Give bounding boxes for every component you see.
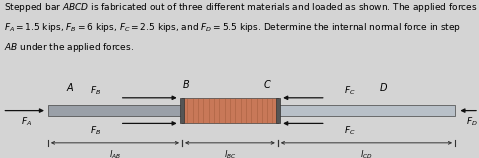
Text: $l_{CD}$: $l_{CD}$ — [360, 149, 373, 158]
Bar — [48, 105, 182, 116]
Text: $F_C$: $F_C$ — [344, 84, 355, 97]
Text: $F_B$: $F_B$ — [90, 124, 102, 137]
Text: A: A — [66, 83, 73, 93]
Text: $F_A = 1.5$ kips, $F_B = 6$ kips, $F_C = 2.5$ kips, and $F_D = 5.5$ kips. Determ: $F_A = 1.5$ kips, $F_B = 6$ kips, $F_C =… — [4, 21, 461, 34]
Text: $F_D$: $F_D$ — [466, 116, 478, 128]
Text: $l_{AB}$: $l_{AB}$ — [109, 149, 121, 158]
Text: $F_C$: $F_C$ — [344, 124, 355, 137]
Text: $F_B$: $F_B$ — [90, 84, 102, 97]
Text: $F_A$: $F_A$ — [21, 116, 32, 128]
Text: B: B — [183, 80, 190, 90]
Bar — [182, 98, 278, 123]
Bar — [278, 105, 455, 116]
Bar — [276, 98, 280, 123]
Text: Stepped bar $\mathit{ABCD}$ is fabricated out of three different materials and l: Stepped bar $\mathit{ABCD}$ is fabricate… — [4, 1, 479, 14]
Text: $\mathit{AB}$ under the applied forces.: $\mathit{AB}$ under the applied forces. — [4, 41, 134, 54]
Bar — [180, 98, 184, 123]
Text: D: D — [379, 83, 387, 93]
Text: C: C — [264, 80, 271, 90]
Text: $l_{BC}$: $l_{BC}$ — [224, 149, 236, 158]
